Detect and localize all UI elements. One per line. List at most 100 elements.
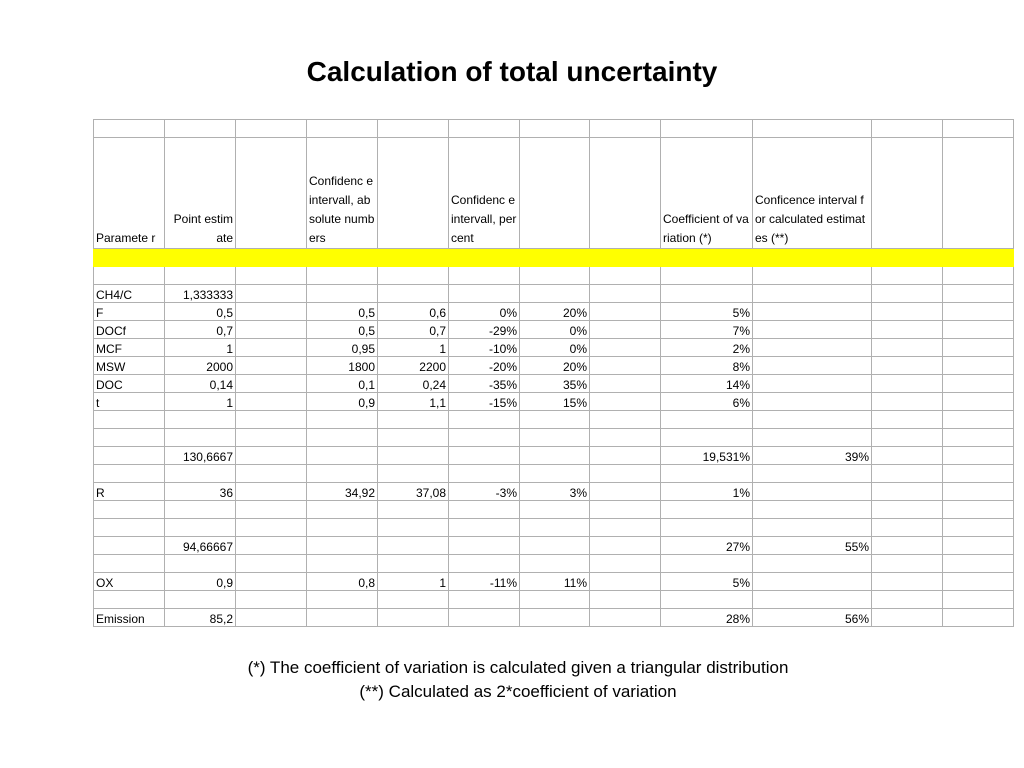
value-cell: 1800 — [306, 356, 378, 375]
value-cell — [164, 500, 236, 519]
value-cell — [448, 554, 520, 573]
value-cell — [164, 554, 236, 573]
table-header-row: Paramete r Point estimate Confidenc e in… — [93, 137, 1014, 249]
value-cell: 5% — [660, 572, 753, 591]
value-cell — [660, 554, 753, 573]
value-cell — [235, 374, 307, 393]
value-cell — [660, 518, 753, 537]
value-cell — [942, 446, 1014, 465]
value-cell — [942, 554, 1014, 573]
value-cell — [589, 428, 661, 447]
parameter-cell: DOCf — [93, 320, 165, 339]
value-cell — [164, 518, 236, 537]
value-cell — [871, 374, 943, 393]
header-cell: Conficence interval for calculated estim… — [752, 137, 872, 249]
value-cell: 1 — [164, 392, 236, 411]
value-cell — [377, 428, 449, 447]
value-cell — [871, 482, 943, 501]
value-cell — [589, 392, 661, 411]
value-cell: 19,531% — [660, 446, 753, 465]
value-cell: 1 — [377, 338, 449, 357]
value-cell: 0,5 — [306, 320, 378, 339]
value-cell — [942, 302, 1014, 321]
value-cell — [235, 572, 307, 591]
value-cell: 0% — [519, 338, 590, 357]
parameter-cell — [93, 464, 165, 483]
value-cell — [871, 554, 943, 573]
value-cell — [448, 590, 520, 609]
header-cell — [589, 137, 661, 249]
value-cell: 7% — [660, 320, 753, 339]
value-cell — [942, 374, 1014, 393]
value-cell — [235, 608, 307, 627]
header-cell: Point estimate — [164, 137, 236, 249]
value-cell — [871, 446, 943, 465]
value-cell — [448, 464, 520, 483]
value-cell — [752, 572, 872, 591]
value-cell: 2% — [660, 338, 753, 357]
value-cell — [519, 554, 590, 573]
value-cell — [448, 410, 520, 429]
value-cell — [235, 320, 307, 339]
value-cell — [235, 338, 307, 357]
table-row — [93, 554, 1014, 573]
value-cell — [752, 302, 872, 321]
value-cell — [235, 284, 307, 303]
value-cell — [448, 518, 520, 537]
value-cell — [519, 464, 590, 483]
value-cell — [306, 500, 378, 519]
value-cell: -3% — [448, 482, 520, 501]
table-row — [93, 590, 1014, 609]
value-cell: 35% — [519, 374, 590, 393]
value-cell — [448, 608, 520, 627]
value-cell — [377, 284, 449, 303]
value-cell — [589, 536, 661, 555]
parameter-cell: t — [93, 392, 165, 411]
value-cell: 85,2 — [164, 608, 236, 627]
value-cell — [589, 410, 661, 429]
value-cell: 37,08 — [377, 482, 449, 501]
value-cell — [235, 536, 307, 555]
highlight-row — [93, 248, 1014, 267]
value-cell — [519, 428, 590, 447]
value-cell — [235, 392, 307, 411]
value-cell — [871, 464, 943, 483]
header-cell: Confidenc e intervall, percent — [448, 137, 520, 249]
value-cell: 2000 — [164, 356, 236, 375]
value-cell — [660, 500, 753, 519]
value-cell — [235, 410, 307, 429]
table-row — [93, 500, 1014, 519]
table-row — [93, 428, 1014, 447]
value-cell — [660, 284, 753, 303]
value-cell — [942, 464, 1014, 483]
value-cell — [752, 392, 872, 411]
value-cell — [589, 446, 661, 465]
value-cell — [448, 428, 520, 447]
table-row — [93, 410, 1014, 429]
value-cell: -15% — [448, 392, 520, 411]
value-cell: 0,6 — [377, 302, 449, 321]
value-cell — [942, 392, 1014, 411]
value-cell: 1,1 — [377, 392, 449, 411]
value-cell — [589, 500, 661, 519]
value-cell: 0,7 — [377, 320, 449, 339]
value-cell — [377, 536, 449, 555]
header-cell: Confidenc e intervall, absolute numbers — [306, 137, 378, 249]
value-cell — [306, 410, 378, 429]
value-cell: 130,6667 — [164, 446, 236, 465]
value-cell — [519, 266, 590, 285]
value-cell — [377, 446, 449, 465]
value-cell — [752, 554, 872, 573]
value-cell — [942, 572, 1014, 591]
value-cell — [660, 410, 753, 429]
value-cell — [164, 590, 236, 609]
value-cell — [871, 302, 943, 321]
parameter-cell — [93, 590, 165, 609]
value-cell — [589, 572, 661, 591]
value-cell — [752, 518, 872, 537]
table-row: 130,6667 19,531% 39% — [93, 446, 1014, 465]
value-cell — [589, 284, 661, 303]
value-cell — [519, 284, 590, 303]
value-cell — [942, 482, 1014, 501]
value-cell — [942, 608, 1014, 627]
